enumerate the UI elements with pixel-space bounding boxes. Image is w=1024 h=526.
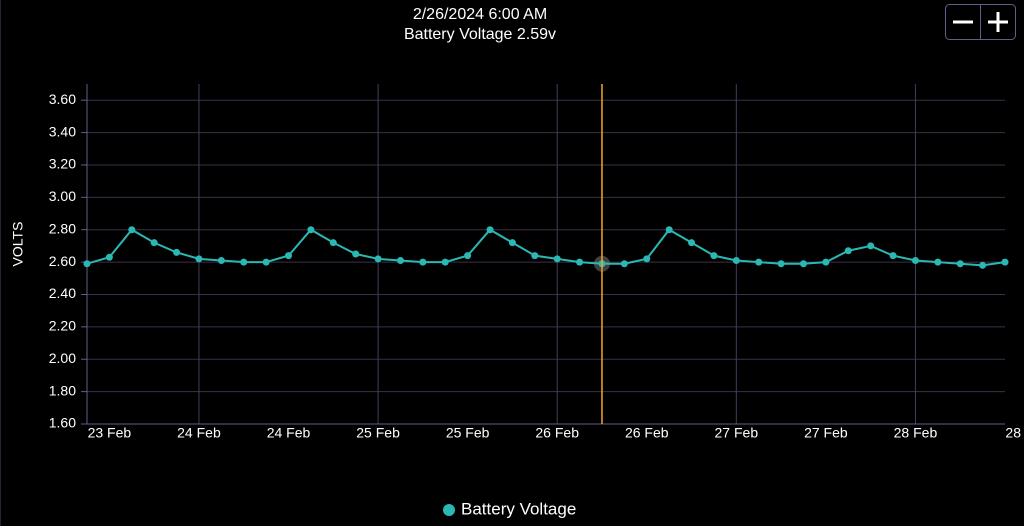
data-point [128,226,136,234]
x-tick-label: 28 [1005,425,1021,441]
chart-subtitle: Battery Voltage 2.59v [404,26,556,43]
y-tick-label: 2.00 [49,350,76,366]
data-point [732,256,740,264]
data-point [83,260,91,268]
x-tick-label: 24 Feb [267,425,311,441]
data-point [531,252,539,260]
data-point [486,226,494,234]
legend-swatch [443,504,455,516]
y-tick-label: 1.60 [49,415,76,431]
data-point [688,239,696,247]
data-point [911,256,919,264]
data-point [419,258,427,266]
data-point [173,248,181,256]
data-point [777,260,785,268]
data-point [979,261,987,269]
x-tick-label: 24 Feb [177,425,221,441]
data-point [576,258,584,266]
data-point [822,258,830,266]
data-point [844,247,852,255]
data-point [710,252,718,260]
x-tick-label: 27 Feb [804,425,848,441]
data-point [105,253,113,261]
data-point [620,260,628,268]
y-tick-label: 3.00 [49,188,76,204]
y-tick-label: 2.20 [49,318,76,334]
series-line [86,228,1006,267]
zoom-in-button[interactable] [981,5,1015,39]
data-point [396,256,404,264]
legend-item: Battery Voltage [443,499,576,518]
x-tick-label: 26 Feb [625,425,669,441]
data-point [150,239,158,247]
y-axis-label: VOLTS [10,222,26,267]
zoom-out-button[interactable] [946,5,980,39]
data-point [374,255,382,263]
data-point [799,260,807,268]
chart-title: 2/26/2024 6:00 AM [413,6,547,23]
y-tick-label: 3.40 [49,123,76,139]
data-point [352,250,360,258]
data-point [1001,258,1009,266]
y-tick-label: 2.60 [49,253,76,269]
x-tick-label: 27 Feb [715,425,759,441]
data-point [643,255,651,263]
y-tick-label: 3.60 [49,91,76,107]
data-point [889,252,897,260]
y-tick-label: 1.80 [49,382,76,398]
data-point [195,255,203,263]
data-point [464,252,472,260]
data-point [934,258,942,266]
data-point [307,226,315,234]
data-point [285,252,293,260]
data-point [441,258,449,266]
x-tick-label: 23 Feb [88,425,132,441]
data-point [329,239,337,247]
zoom-controls [945,4,1016,40]
y-tick-label: 2.80 [49,220,76,236]
data-point [262,258,270,266]
y-tick-label: 2.40 [49,285,76,301]
data-point [240,258,248,266]
data-point [508,239,516,247]
data-point [665,226,673,234]
data-point [217,256,225,264]
y-tick-label: 3.20 [49,156,76,172]
x-tick-label: 25 Feb [356,425,400,441]
data-point [553,255,561,263]
legend-label: Battery Voltage [461,499,576,518]
x-tick-label: 28 Feb [894,425,938,441]
data-point [867,242,875,250]
x-tick-label: 25 Feb [446,425,490,441]
data-point [956,260,964,268]
x-tick-label: 26 Feb [535,425,579,441]
data-point [755,258,763,266]
